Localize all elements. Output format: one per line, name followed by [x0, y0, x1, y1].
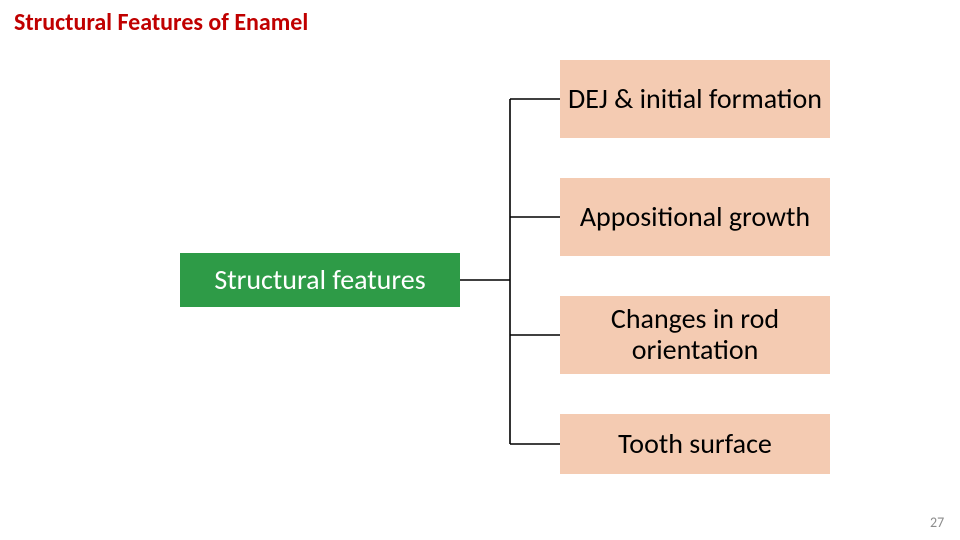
root-node: Structural features	[180, 253, 460, 307]
leaf-node: Tooth surface	[560, 414, 830, 474]
leaf-node-label: Changes in rod orientation	[560, 304, 830, 366]
leaf-node-label: Tooth surface	[618, 429, 772, 460]
slide-title: Structural Features of Enamel	[14, 8, 308, 37]
leaf-node: Changes in rod orientation	[560, 296, 830, 374]
page-number: 27	[930, 514, 944, 531]
leaf-node: Appositional growth	[560, 178, 830, 256]
leaf-node-label: Appositional growth	[580, 202, 810, 233]
root-node-label: Structural features	[214, 265, 425, 296]
leaf-node-label: DEJ & initial formation	[568, 84, 822, 115]
leaf-node: DEJ & initial formation	[560, 60, 830, 138]
